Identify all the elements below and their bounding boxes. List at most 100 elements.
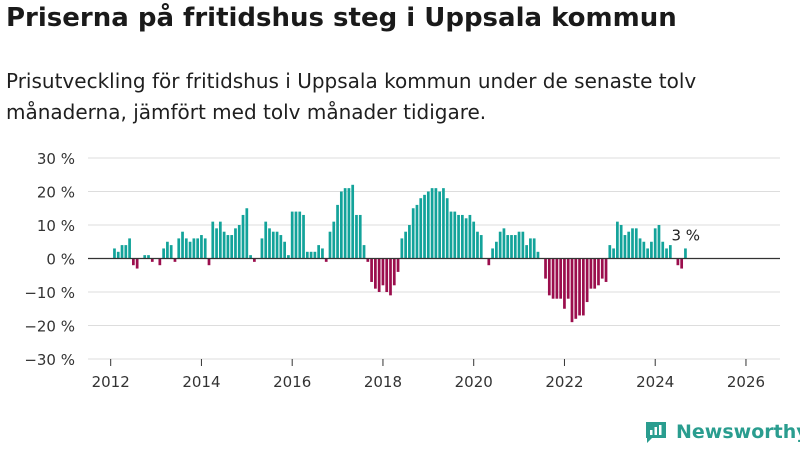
- bar: [434, 188, 438, 259]
- x-tick-label: 2012: [92, 373, 130, 391]
- x-tick-label: 2020: [455, 373, 493, 391]
- bar: [374, 258, 377, 289]
- bar: [132, 258, 135, 266]
- bar: [551, 258, 555, 299]
- bar: [143, 255, 147, 259]
- bar: [608, 245, 612, 259]
- bar: [120, 245, 124, 259]
- bar: [264, 221, 268, 259]
- bar: [668, 245, 672, 259]
- bar: [321, 248, 324, 259]
- bar: [124, 245, 128, 259]
- bar: [404, 231, 407, 259]
- bar: [169, 245, 173, 259]
- y-tick-label: 10 %: [37, 217, 75, 235]
- bar: [339, 191, 343, 259]
- bar: [419, 198, 423, 259]
- bar: [426, 191, 430, 259]
- bar: [298, 211, 302, 259]
- bar: [510, 235, 513, 259]
- y-tick-label: 0 %: [46, 251, 75, 269]
- bar: [230, 235, 234, 259]
- bar: [294, 211, 298, 259]
- bar: [241, 214, 245, 259]
- bar: [305, 251, 309, 259]
- newsworthy-logo-icon: [646, 422, 666, 443]
- bar: [513, 235, 517, 259]
- y-tick-label: 30 %: [37, 150, 75, 168]
- last-value-label: 3 %: [671, 226, 700, 244]
- bar: [631, 228, 634, 259]
- bar: [222, 231, 226, 259]
- bar: [566, 258, 570, 299]
- bar: [684, 248, 687, 259]
- bar: [646, 248, 649, 259]
- bar: [468, 214, 472, 259]
- bar: [302, 214, 305, 259]
- bar: [158, 258, 162, 266]
- bar: [442, 188, 445, 259]
- bar: [370, 258, 373, 282]
- bar: [381, 258, 385, 286]
- bar: [351, 184, 355, 259]
- bar: [661, 241, 665, 259]
- bar: [389, 258, 392, 296]
- bar: [260, 238, 264, 259]
- bar: [279, 235, 283, 259]
- bar: [317, 245, 321, 259]
- bar: [544, 258, 547, 279]
- bar: [336, 204, 339, 259]
- bar: [177, 238, 181, 259]
- bar: [343, 188, 347, 259]
- bar: [487, 258, 491, 266]
- brand-name: Newsworthy: [676, 421, 800, 443]
- bar: [453, 211, 457, 259]
- x-tick-label: 2026: [727, 373, 765, 391]
- bar: [578, 258, 581, 316]
- bar: [268, 228, 271, 259]
- bar: [521, 231, 525, 259]
- bar: [676, 258, 680, 266]
- bar: [196, 238, 200, 259]
- bar: [536, 251, 540, 259]
- bar: [449, 211, 453, 259]
- bar: [612, 248, 615, 259]
- bar: [445, 198, 449, 259]
- gridlines: [88, 157, 780, 360]
- annotation: 3 %: [671, 226, 700, 244]
- x-tick-label: 2016: [273, 373, 311, 391]
- bar: [408, 225, 411, 259]
- brand-logo[interactable]: Newsworthy: [644, 420, 800, 444]
- bar: [479, 235, 483, 259]
- bar: [593, 258, 597, 289]
- y-tick-label: −20 %: [24, 318, 75, 336]
- bar: [290, 211, 294, 259]
- bar: [525, 245, 528, 259]
- bar: [502, 228, 506, 259]
- bar: [400, 238, 404, 259]
- bar: [665, 248, 668, 259]
- bar: [355, 214, 358, 259]
- bar: [271, 231, 275, 259]
- bar: [476, 231, 479, 259]
- bar: [680, 258, 684, 269]
- bar: [472, 221, 476, 259]
- bar: [555, 258, 559, 299]
- bar: [385, 258, 389, 292]
- bar: [332, 221, 336, 259]
- bar: [184, 238, 188, 259]
- bar: [430, 188, 434, 259]
- bar: [600, 258, 604, 279]
- y-tick-label: −30 %: [24, 351, 75, 369]
- bar: [411, 208, 415, 259]
- bar: [653, 228, 657, 259]
- bar: [634, 228, 638, 259]
- bar: [438, 191, 442, 259]
- bar: [128, 238, 131, 259]
- bar: [532, 238, 536, 259]
- bar: [275, 231, 279, 259]
- bar: [324, 258, 328, 262]
- bar: [563, 258, 566, 309]
- bar: [423, 194, 426, 259]
